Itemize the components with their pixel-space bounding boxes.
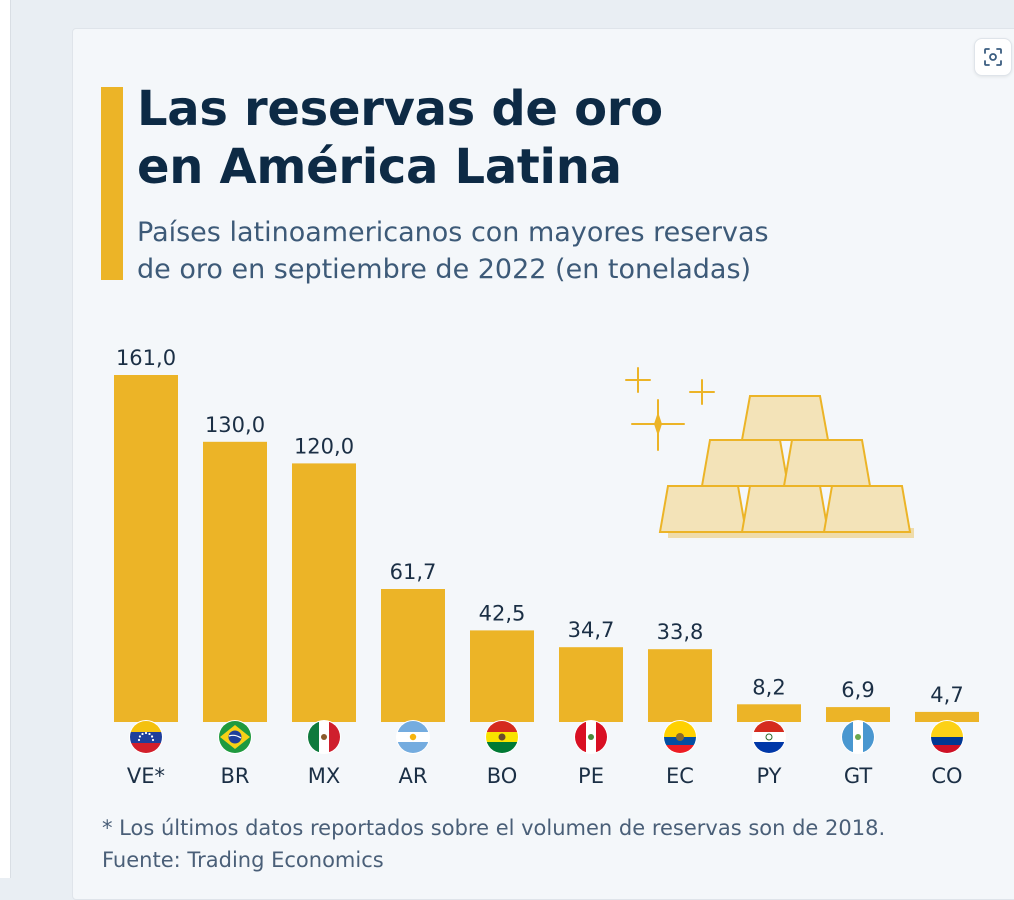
value-label-ar: 61,7	[390, 560, 437, 584]
gold-bars-illustration	[625, 367, 914, 538]
bars-layer	[114, 375, 979, 722]
footnote-source: Fuente: Trading Economics	[102, 848, 384, 872]
bar-chart: 161,0 130,0 120,0 61,7 42,5 34,7 33,8 8,2 6,9 4,7…	[114, 346, 979, 788]
page-subtitle: Países latinoamericanos con mayores rese…	[137, 214, 857, 288]
category-label-mx: MX	[308, 764, 341, 788]
footnote-note: * Los últimos datos reportados sobre el …	[102, 816, 886, 840]
value-label-ve: 161,0	[116, 346, 176, 370]
value-label-co: 4,7	[930, 683, 963, 707]
category-label-br: BR	[221, 764, 250, 788]
bar-co	[915, 711, 979, 722]
flag-venezuela-icon	[129, 720, 163, 754]
page-title: Las reservas de oro en América Latina	[137, 80, 837, 196]
gold-bar-middle-right	[782, 439, 872, 487]
category-label-py: PY	[756, 764, 781, 788]
flag-mexico-icon	[307, 720, 341, 754]
value-label-ec: 33,8	[657, 620, 704, 644]
bar-bo	[470, 630, 534, 722]
value-labels-layer: 161,0 130,0 120,0 61,7 42,5 34,7 33,8 8,2 6,9 4,7	[116, 346, 964, 707]
subtitle-line-1: Países latinoamericanos con mayores rese…	[137, 217, 769, 248]
flag-guatemala-icon	[841, 720, 875, 754]
category-label-ve: VE*	[127, 764, 165, 788]
value-label-bo: 42,5	[479, 601, 526, 625]
category-labels-layer: VE* BR MX AR BO PE EC PY GT CO	[127, 764, 963, 788]
bar-ar	[381, 589, 445, 722]
category-label-co: CO	[931, 764, 962, 788]
category-label-gt: GT	[844, 764, 873, 788]
flag-argentina-icon	[396, 720, 430, 754]
category-label-ec: EC	[666, 764, 694, 788]
bar-py	[737, 704, 801, 722]
subtitle-line-2: de oro en septiembre de 2022 (en tonelad…	[137, 254, 752, 285]
value-label-pe: 34,7	[568, 618, 615, 642]
bar-br	[203, 441, 267, 722]
page-left-strip	[0, 0, 11, 878]
title-line-1: Las reservas de oro	[137, 81, 663, 137]
value-label-py: 8,2	[752, 675, 785, 699]
flag-bolivia-icon	[485, 720, 519, 754]
flag-colombia-icon	[930, 720, 964, 754]
category-label-pe: PE	[578, 764, 604, 788]
bar-pe	[559, 647, 623, 722]
footnote: * Los últimos datos reportados sobre el …	[102, 812, 885, 876]
sparkle-icon	[625, 367, 715, 451]
flag-brazil-icon	[218, 720, 252, 754]
focus-button[interactable]	[974, 38, 1012, 76]
title-line-2: en América Latina	[137, 139, 622, 195]
category-label-ar: AR	[399, 764, 428, 788]
focus-frame-icon	[984, 48, 1002, 66]
flags-layer	[129, 720, 964, 754]
bar-ec	[648, 649, 712, 722]
title-accent-bar	[101, 87, 123, 280]
bar-gt	[826, 707, 890, 722]
flag-ecuador-icon	[663, 720, 697, 754]
category-label-bo: BO	[487, 764, 518, 788]
gold-bar-bottom-right	[822, 485, 912, 533]
gold-bar-top	[740, 395, 830, 441]
bar-mx	[292, 463, 356, 722]
flag-peru-icon	[574, 720, 608, 754]
value-label-gt: 6,9	[841, 678, 874, 702]
flag-paraguay-icon	[752, 720, 786, 754]
bar-ve	[114, 375, 178, 722]
value-label-br: 130,0	[205, 413, 265, 437]
value-label-mx: 120,0	[294, 434, 354, 458]
